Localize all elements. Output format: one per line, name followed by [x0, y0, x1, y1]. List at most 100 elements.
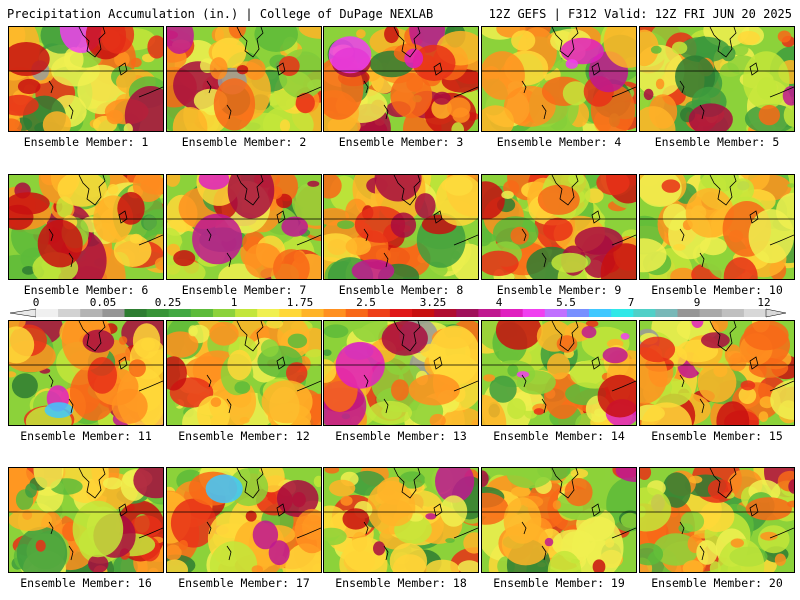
precip-blob [581, 326, 597, 339]
precip-blob [482, 51, 525, 100]
model-valid-time: 12Z GEFS | F312 Valid: 12Z FRI JUN 20 20… [488, 7, 792, 21]
precip-blob [35, 539, 46, 552]
precip-blob [662, 203, 688, 231]
precip-blob [351, 259, 395, 279]
precip-blob [117, 192, 145, 225]
precip-blob [643, 88, 654, 101]
precip-blob [408, 374, 460, 406]
precip-blob [445, 538, 455, 543]
precip-blob [537, 184, 580, 215]
precip-blob [328, 36, 372, 74]
ensemble-member-map [481, 467, 637, 573]
precip-blob [671, 41, 688, 55]
precip-blob [482, 228, 492, 247]
legend-swatch [412, 309, 435, 317]
precip-blob [783, 103, 794, 127]
precip-blob [603, 27, 636, 68]
ensemble-member-map [166, 26, 322, 132]
precip-blob [192, 213, 243, 265]
ensemble-member-label: Ensemble Member: 14 [493, 429, 625, 443]
legend-swatch [699, 309, 723, 317]
precip-blob [756, 77, 777, 100]
precip-blob [495, 321, 542, 350]
precip-blob [503, 497, 542, 544]
precip-blob [254, 27, 298, 52]
precip-blob [745, 497, 792, 521]
coastline [521, 321, 636, 414]
ensemble-member-map [481, 174, 637, 280]
precip-blob [670, 267, 696, 279]
precip-blob [662, 472, 691, 508]
precip-blob [25, 483, 37, 498]
precip-blob [425, 559, 460, 572]
precip-blob [389, 543, 428, 572]
legend-swatch [279, 309, 302, 317]
precip-blob [564, 478, 593, 507]
precip-blob [699, 237, 727, 256]
precip-blob [404, 48, 424, 69]
precip-blob [130, 57, 142, 68]
precip-blob [414, 193, 436, 219]
ensemble-member-map [323, 320, 479, 426]
precip-blob [356, 29, 366, 39]
ensemble-member-label: Ensemble Member: 6 [23, 283, 149, 297]
precip-blob [552, 500, 562, 510]
legend-swatch [213, 309, 236, 317]
ensemble-member-map [8, 320, 164, 426]
precip-blob [574, 226, 623, 255]
precip-blob [111, 388, 148, 424]
ensemble-member-label: Ensemble Member: 13 [335, 429, 467, 443]
legend-tick-label: 1 [231, 296, 238, 309]
precip-blob [440, 495, 468, 527]
precip-blob [673, 243, 686, 251]
coastline [48, 27, 163, 120]
precip-blob [209, 321, 239, 346]
precip-blob [615, 468, 636, 482]
precip-blob [544, 537, 554, 547]
precip-blob [188, 325, 198, 337]
precip-blob [9, 509, 52, 531]
precip-blob [640, 29, 659, 67]
coastline [679, 468, 794, 561]
precip-blob [433, 91, 451, 105]
precip-blob [17, 78, 41, 95]
precip-blob [483, 374, 496, 382]
legend-tick-label: 12 [757, 296, 770, 309]
precip-blob [173, 250, 196, 267]
precip-blob [279, 119, 291, 131]
precip-blob [547, 353, 571, 380]
precip-blob [507, 398, 526, 420]
precip-blob [37, 219, 83, 268]
precip-blob [482, 250, 519, 276]
precip-blob [788, 479, 794, 494]
precip-blob [723, 257, 758, 279]
precip-blob [251, 565, 263, 572]
legend-tick-label: 2.5 [356, 296, 376, 309]
precip-blob [266, 321, 284, 329]
ensemble-member-label: Ensemble Member: 8 [338, 283, 464, 297]
precip-blob [596, 175, 630, 196]
precip-blob [382, 489, 395, 496]
ensemble-member-map [323, 174, 479, 280]
precip-blob [770, 379, 794, 420]
coastline [206, 468, 321, 561]
ensemble-member-label: Ensemble Member: 18 [335, 576, 467, 590]
precip-blob [9, 192, 50, 215]
precip-blob [516, 371, 530, 378]
ensemble-member-label: Ensemble Member: 1 [23, 135, 149, 149]
ensemble-member-map [166, 467, 322, 573]
legend-swatch [566, 309, 590, 317]
precip-blob [209, 541, 258, 572]
coastline [679, 27, 794, 120]
legend-swatch [721, 309, 745, 317]
precip-blob [291, 175, 321, 226]
precip-blob [428, 325, 478, 386]
precip-blob [640, 106, 676, 131]
precip-blob [701, 332, 730, 349]
precip-blob [281, 216, 308, 237]
precip-blob [260, 339, 279, 357]
precip-blob [731, 178, 755, 202]
ensemble-member-label: Ensemble Member: 20 [651, 576, 783, 590]
precip-blob [82, 329, 115, 353]
precip-blob [732, 41, 749, 57]
